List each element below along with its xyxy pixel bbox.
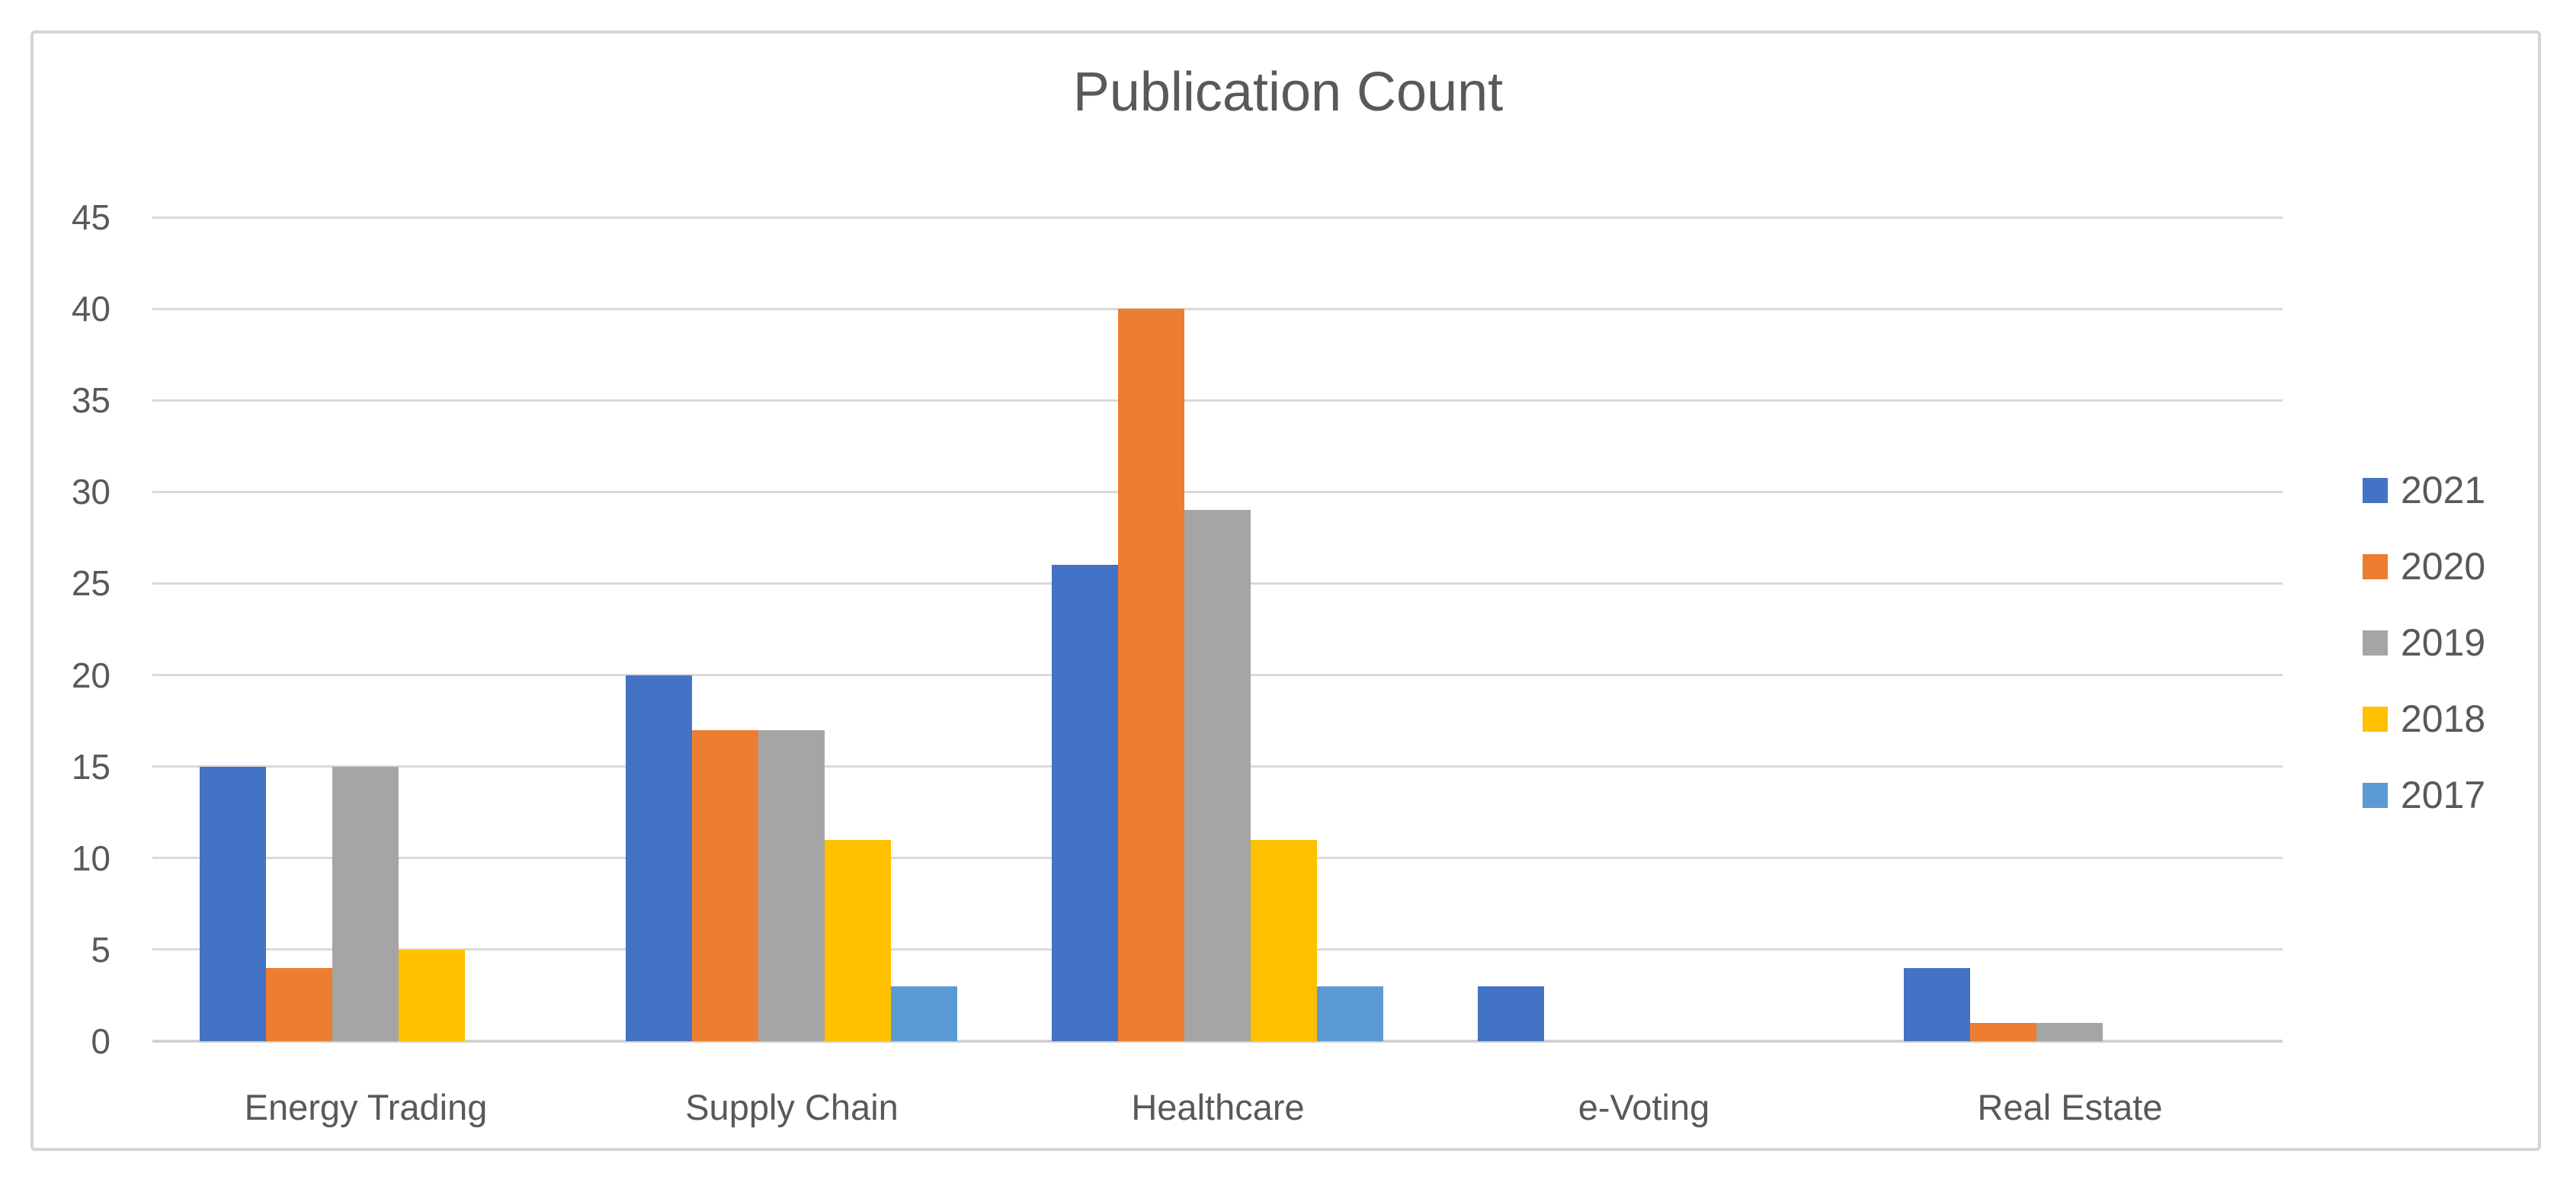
y-tick-label-0: 0 xyxy=(91,1021,111,1061)
bar-2019-healthcare xyxy=(1184,510,1251,1041)
y-tick-label-20: 20 xyxy=(71,656,111,695)
legend-label-2019: 2019 xyxy=(2401,621,2486,664)
chart-title: Publication Count xyxy=(1072,62,1504,123)
legend-swatch-2019 xyxy=(2363,630,2388,656)
y-tick-label-25: 25 xyxy=(71,563,111,603)
y-tick-label-5: 5 xyxy=(91,930,111,970)
legend-label-2018: 2018 xyxy=(2401,697,2486,740)
legend-item-2019: 2019 xyxy=(2363,621,2485,664)
y-tick-label-15: 15 xyxy=(71,747,111,787)
bar-2021-energy-trading xyxy=(200,767,266,1041)
bar-2018-energy-trading xyxy=(399,950,465,1041)
x-label-supply-chain: Supply Chain xyxy=(685,1087,899,1127)
legend-swatch-2020 xyxy=(2363,553,2388,579)
x-label-real-estate: Real Estate xyxy=(1977,1087,2163,1127)
y-tick-label-10: 10 xyxy=(71,838,111,878)
y-tick-label-35: 35 xyxy=(71,380,111,420)
bar-2018-healthcare xyxy=(1251,840,1317,1041)
gridline-35 xyxy=(152,399,2283,402)
y-tick-label-40: 40 xyxy=(71,289,111,329)
y-tick-label-45: 45 xyxy=(71,197,111,237)
gridline-40 xyxy=(152,308,2283,310)
bar-2017-supply-chain xyxy=(891,986,957,1041)
x-axis-line xyxy=(152,1040,2283,1043)
bar-2020-healthcare xyxy=(1118,309,1184,1041)
gridline-45 xyxy=(152,216,2283,219)
bar-2021-healthcare xyxy=(1052,565,1118,1041)
legend-label-2021: 2021 xyxy=(2401,469,2486,511)
bar-2020-energy-trading xyxy=(266,968,332,1041)
legend-item-2017: 2017 xyxy=(2363,774,2485,816)
bar-2021-real-estate xyxy=(1904,968,1970,1041)
bar-2021-e-voting xyxy=(1478,986,1544,1041)
x-label-healthcare: Healthcare xyxy=(1131,1087,1305,1127)
x-label-e-voting: e-Voting xyxy=(1578,1087,1710,1127)
legend-item-2018: 2018 xyxy=(2363,697,2485,740)
legend-swatch-2018 xyxy=(2363,706,2388,732)
bar-2019-real-estate xyxy=(2036,1023,2103,1041)
bar-2019-energy-trading xyxy=(332,767,399,1041)
legend-label-2020: 2020 xyxy=(2401,545,2486,588)
y-tick-label-30: 30 xyxy=(71,472,111,511)
bar-2017-healthcare xyxy=(1317,986,1383,1041)
bar-2021-supply-chain xyxy=(626,675,692,1041)
legend-item-2020: 2020 xyxy=(2363,545,2485,588)
x-label-energy-trading: Energy Trading xyxy=(244,1087,488,1127)
gridline-30 xyxy=(152,491,2283,493)
bar-2018-supply-chain xyxy=(825,840,891,1041)
bar-2020-supply-chain xyxy=(692,730,758,1041)
legend-item-2021: 2021 xyxy=(2363,469,2485,511)
bar-2019-supply-chain xyxy=(758,730,825,1041)
bar-2020-real-estate xyxy=(1970,1023,2036,1041)
legend-swatch-2017 xyxy=(2363,782,2388,808)
legend-swatch-2021 xyxy=(2363,477,2388,503)
legend-label-2017: 2017 xyxy=(2401,774,2486,816)
